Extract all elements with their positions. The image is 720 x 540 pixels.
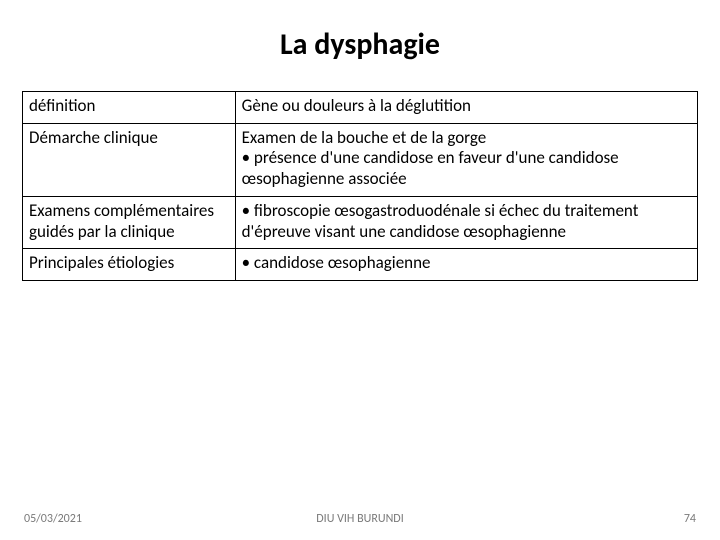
value-line: Gène ou douleurs à la déglutition — [242, 96, 691, 117]
table-row: Principales étiologies • candidose œsoph… — [23, 249, 698, 281]
row-value: • candidose œsophagienne — [235, 249, 697, 281]
row-label: définition — [23, 92, 236, 124]
table-container: définition Gène ou douleurs à la dégluti… — [0, 91, 720, 281]
value-line: Examen de la bouche et de la gorge — [242, 128, 691, 149]
footer: 05/03/2021 DIU VIH BURUNDI 74 — [0, 506, 720, 526]
content-table: définition Gène ou douleurs à la dégluti… — [22, 91, 698, 281]
row-value: Examen de la bouche et de la gorge • pré… — [235, 123, 697, 196]
value-line: • candidose œsophagienne — [242, 253, 691, 274]
row-value: Gène ou douleurs à la déglutition — [235, 92, 697, 124]
table-row: Examens complémentaires guidés par la cl… — [23, 196, 698, 248]
footer-center: DIU VIH BURUNDI — [0, 512, 720, 526]
row-label: Examens complémentaires guidés par la cl… — [23, 196, 236, 248]
footer-page: 74 — [684, 512, 696, 526]
row-label: Principales étiologies — [23, 249, 236, 281]
page-title: La dysphagie — [0, 0, 720, 91]
table-row: définition Gène ou douleurs à la dégluti… — [23, 92, 698, 124]
value-line: • fibroscopie œsogastroduodénale si éche… — [242, 201, 691, 242]
row-label: Démarche clinique — [23, 123, 236, 196]
row-value: • fibroscopie œsogastroduodénale si éche… — [235, 196, 697, 248]
value-line: • présence d'une candidose en faveur d'u… — [242, 148, 691, 189]
slide: La dysphagie définition Gène ou douleurs… — [0, 0, 720, 540]
table-row: Démarche clinique Examen de la bouche et… — [23, 123, 698, 196]
